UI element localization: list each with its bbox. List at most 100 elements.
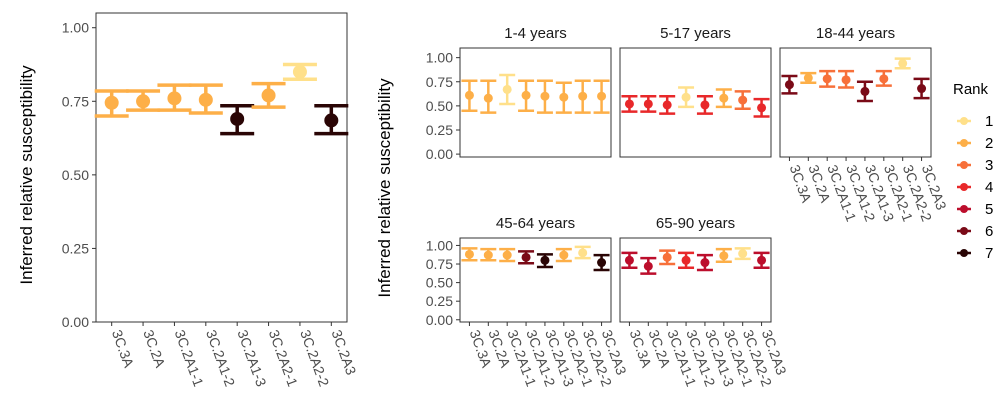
- legend-item-rank-5: 5: [957, 201, 993, 218]
- facet-title: 18-44 years: [816, 25, 895, 42]
- data-point-3C.2A1-1: [659, 249, 676, 266]
- data-point-3C.3A: [461, 79, 478, 112]
- point-marker: [822, 74, 832, 84]
- data-point-3C.2A2-1: [555, 81, 572, 114]
- data-point-3C.2A2-2: [282, 62, 317, 81]
- point-marker: [578, 91, 588, 101]
- point-marker: [464, 90, 474, 100]
- point-marker: [261, 88, 276, 103]
- data-point-3C.2A: [480, 247, 497, 262]
- point-marker: [521, 90, 531, 100]
- legend-label: 6: [985, 223, 993, 240]
- point-marker: [597, 258, 607, 268]
- y-tick-label: 0.25: [426, 293, 453, 309]
- data-point-3C.2A: [480, 79, 497, 114]
- data-point-3C.2A2-2: [574, 79, 591, 114]
- data-point-3C.2A: [800, 71, 817, 84]
- panel-1-4-years: 1-4 years 0.00 0.25 0.50 0.75 1.00: [426, 25, 612, 162]
- legend-key-dot: [960, 227, 968, 235]
- legend-item-rank-3: 3: [957, 157, 993, 174]
- point-marker: [719, 93, 729, 103]
- data-point-3C.2A1-1: [819, 69, 836, 88]
- point-marker: [597, 91, 607, 101]
- point-marker: [578, 248, 588, 258]
- panel-65-90-years: 65-90 years3C.3A3C.2A3C.2A1-13C.2A1-23C.…: [619, 215, 790, 389]
- point-marker: [917, 84, 927, 94]
- data-point-3C.2A3: [913, 77, 930, 100]
- legend-item-rank-6: 6: [957, 223, 993, 240]
- data-point-3C.2A2-1: [715, 88, 732, 109]
- point-marker: [559, 250, 569, 260]
- point-marker: [230, 111, 245, 126]
- point-marker: [502, 84, 512, 94]
- x-tick-label: 3C.2A2-2: [297, 328, 332, 389]
- data-point-3C.2A1-1: [157, 83, 192, 112]
- legend-item-rank-7: 7: [957, 245, 993, 262]
- data-point-3C.2A1-2: [678, 86, 695, 109]
- legend: Rank 1 2 3 4 5 6 7: [953, 81, 993, 262]
- data-point-3C.2A1-3: [536, 79, 553, 114]
- legend-label: 7: [985, 245, 993, 262]
- data-point-3C.3A: [621, 94, 638, 113]
- data-point-3C.2A2-2: [574, 245, 591, 260]
- legend-item-rank-4: 4: [957, 179, 993, 196]
- legend-key-dot: [960, 117, 968, 125]
- data-point-3C.2A3: [593, 79, 610, 114]
- data-point-3C.2A1-3: [696, 94, 713, 115]
- data-point-3C.2A1-1: [499, 73, 516, 106]
- y-tick-label: 0.00: [62, 314, 89, 330]
- y-tick-label: 0.75: [426, 256, 453, 272]
- y-tick-label: 1.00: [426, 50, 453, 66]
- data-point-3C.2A1-3: [220, 103, 255, 136]
- legend-key-dot: [960, 205, 968, 213]
- y-tick-label: 1.00: [62, 20, 89, 36]
- x-tick-label: 3C.2A3: [328, 328, 359, 378]
- legend-key-dot: [960, 139, 968, 147]
- point-marker: [784, 80, 794, 90]
- y-tick-label: 0.00: [426, 312, 453, 328]
- data-point-3C.2A1-1: [499, 247, 516, 263]
- panel-5-17-years: 5-17 years: [619, 25, 772, 158]
- panel-frame: [459, 237, 612, 323]
- point-marker: [879, 74, 889, 84]
- point-marker: [464, 249, 474, 259]
- y-tick-label: 0.75: [62, 93, 89, 109]
- point-marker: [841, 75, 851, 85]
- point-marker: [483, 250, 493, 260]
- panel-45-64-years: 45-64 years0.000.250.500.751.003C.3A3C.2…: [426, 215, 630, 389]
- y-tick-label: 0.75: [426, 74, 453, 90]
- point-marker: [104, 95, 119, 110]
- point-marker: [324, 113, 339, 128]
- y-tick-label: 0.50: [62, 167, 89, 183]
- data-point-3C.2A3: [593, 253, 610, 272]
- data-point-3C.3A: [94, 89, 129, 118]
- data-point-3C.3A: [461, 247, 478, 262]
- data-point-3C.2A3: [753, 251, 770, 269]
- facet-title: 45-64 years: [496, 215, 575, 232]
- point-marker: [738, 249, 748, 259]
- point-marker: [521, 252, 531, 262]
- data-point-3C.2A2-2: [734, 247, 751, 261]
- panel-frame: [619, 47, 772, 158]
- data-point-3C.3A: [621, 251, 638, 269]
- data-point-3C.2A2-1: [555, 247, 572, 263]
- point-marker: [738, 95, 748, 105]
- data-point-3C.2A: [640, 256, 657, 275]
- data-point-3C.2A2-2: [894, 57, 911, 70]
- legend-key-dot: [960, 161, 968, 169]
- x-tick-label: 3C.2A1-3: [234, 328, 269, 389]
- facet-title: 65-90 years: [656, 215, 735, 232]
- data-point-3C.2A1-2: [188, 83, 223, 115]
- point-marker: [898, 58, 908, 68]
- x-tick-label: 3C.2A2-1: [266, 328, 301, 389]
- point-marker: [662, 252, 672, 262]
- panel-frame: [95, 12, 348, 323]
- data-point-3C.2A1-1: [659, 94, 676, 115]
- legend-key-dot: [960, 249, 968, 257]
- point-marker: [757, 103, 767, 113]
- y-tick-label: 0.50: [426, 98, 453, 114]
- point-marker: [643, 261, 653, 271]
